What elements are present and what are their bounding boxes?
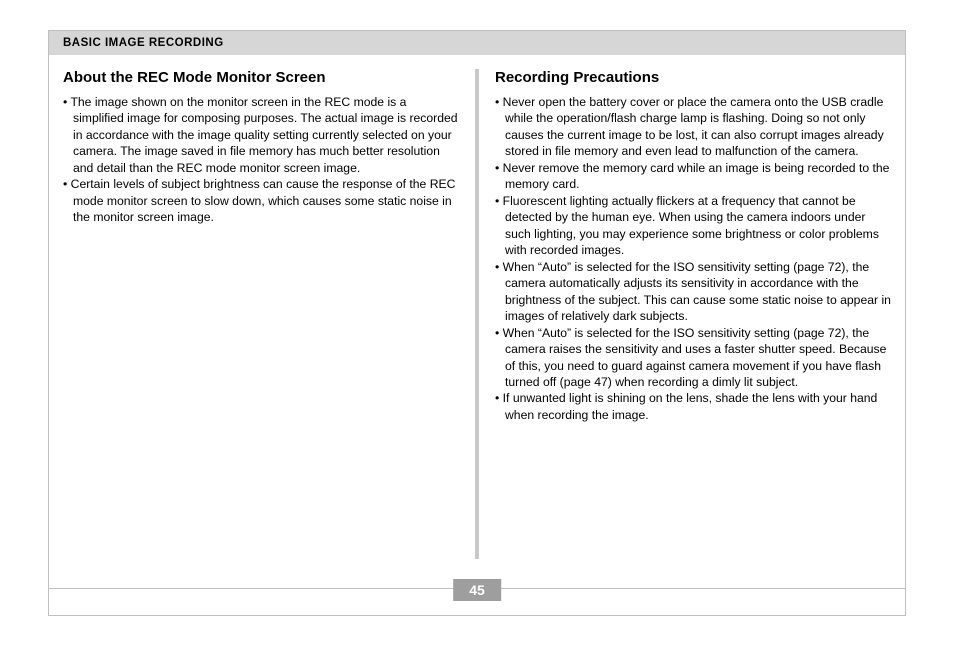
- list-item: When “Auto” is selected for the ISO sens…: [495, 259, 891, 325]
- list-item: Never remove the memory card while an im…: [495, 160, 891, 193]
- right-bullet-list: Never open the battery cover or place th…: [495, 94, 891, 423]
- section-header-bar: BASIC IMAGE RECORDING: [49, 31, 905, 55]
- list-item: When “Auto” is selected for the ISO sens…: [495, 325, 891, 391]
- right-column: Recording Precautions Never open the bat…: [477, 69, 905, 423]
- list-item: If unwanted light is shining on the lens…: [495, 390, 891, 423]
- document-page: BASIC IMAGE RECORDING About the REC Mode…: [48, 30, 906, 616]
- left-heading: About the REC Mode Monitor Screen: [63, 69, 459, 86]
- left-bullet-list: The image shown on the monitor screen in…: [63, 94, 459, 226]
- list-item: Fluorescent lighting actually flickers a…: [495, 193, 891, 259]
- left-column: About the REC Mode Monitor Screen The im…: [49, 69, 477, 423]
- page-number: 45: [453, 579, 501, 601]
- list-item: The image shown on the monitor screen in…: [63, 94, 459, 176]
- section-title: BASIC IMAGE RECORDING: [63, 37, 224, 49]
- right-heading: Recording Precautions: [495, 69, 891, 86]
- list-item: Never open the battery cover or place th…: [495, 94, 891, 160]
- list-item: Certain levels of subject brightness can…: [63, 176, 459, 225]
- content-columns: About the REC Mode Monitor Screen The im…: [49, 69, 905, 423]
